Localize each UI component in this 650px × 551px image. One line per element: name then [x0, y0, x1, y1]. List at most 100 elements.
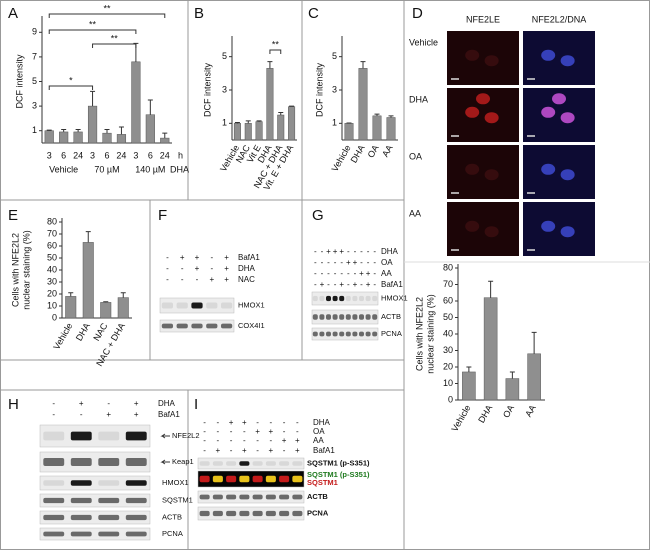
panel-letter: B	[194, 5, 204, 22]
error-bar	[267, 61, 273, 69]
blot-band	[125, 531, 147, 537]
x-tick-label: AA	[380, 143, 395, 158]
x-tick-label: OA	[366, 143, 381, 159]
error-bar	[90, 90, 96, 107]
condition-sign: +	[195, 253, 200, 262]
y-tick-label: 3	[32, 100, 37, 110]
bar	[277, 114, 285, 141]
condition-sign: -	[334, 269, 337, 278]
micrograph	[523, 202, 595, 256]
y-tick-label: 20	[47, 288, 57, 298]
protein-label: PCNA	[162, 529, 183, 538]
blot-band	[332, 331, 338, 337]
blot-band	[372, 331, 378, 337]
nucleus	[465, 163, 480, 175]
blot-band	[358, 314, 365, 320]
y-axis-label: DCF intensity	[202, 62, 212, 117]
condition-sign: -	[52, 410, 55, 419]
blot-band	[98, 458, 120, 466]
condition-sign: +	[224, 264, 229, 273]
sig-bracket	[48, 85, 94, 90]
blot-band	[265, 494, 276, 500]
protein-label: HMOX1	[381, 293, 408, 302]
condition-sign: -	[283, 427, 286, 436]
nucleus	[541, 49, 556, 61]
y-tick-label: 1	[332, 118, 337, 128]
blot-band	[372, 314, 378, 320]
error-bar	[388, 115, 394, 118]
condition-sign: +	[366, 280, 371, 289]
nucleus	[465, 49, 480, 61]
protein-label: COX4I1	[238, 321, 265, 330]
panel-letter: C	[308, 5, 319, 22]
panel-letter: G	[312, 207, 324, 224]
blot-band	[98, 531, 120, 537]
x-tick-label: 24	[116, 150, 126, 160]
protein-label: Keap1	[172, 457, 194, 466]
blot-band	[161, 302, 174, 309]
bar	[358, 68, 368, 141]
blot-band	[239, 461, 250, 466]
blot-band	[252, 461, 263, 466]
blot-band	[191, 302, 203, 309]
bar	[73, 131, 83, 144]
y-tick-label: 5	[32, 76, 37, 86]
column-label: NFE2L2/DNA	[532, 14, 587, 24]
error-bar	[118, 126, 124, 135]
error-bar	[374, 113, 380, 116]
condition-sign: +	[224, 253, 229, 262]
blot-band	[312, 314, 318, 320]
condition-label: DHA	[313, 418, 331, 427]
blot-strip	[39, 510, 151, 525]
group-label: 140 µM	[135, 164, 165, 174]
blot-band	[365, 314, 371, 320]
error-bar	[531, 331, 537, 354]
blot-band	[43, 431, 65, 441]
condition-sign: -	[314, 269, 317, 278]
condition-sign: -	[373, 258, 376, 267]
blot-band	[199, 461, 210, 466]
blot-band	[252, 494, 263, 500]
bar	[145, 114, 155, 144]
condition-sign: +	[180, 253, 185, 262]
condition-sign: -	[373, 247, 376, 256]
nucleus	[465, 106, 480, 118]
nucleus	[541, 220, 556, 232]
condition-sign: +	[353, 280, 358, 289]
x-tick-label: Vehicle	[449, 403, 472, 433]
bar	[266, 68, 274, 141]
x-tick-label: OA	[501, 403, 516, 419]
bar	[386, 117, 396, 141]
condition-label: DHA	[238, 264, 256, 273]
blot-band	[319, 331, 325, 337]
condition-sign: -	[296, 427, 299, 436]
blot-band	[212, 461, 223, 466]
x-tick-label: 3	[133, 150, 138, 160]
error-bar	[245, 120, 251, 124]
blot-band	[98, 497, 120, 504]
condition-label: DHA	[158, 399, 176, 408]
condition-sign: -	[327, 280, 330, 289]
blot-band	[325, 331, 332, 337]
protein-label: NFE2L2	[172, 431, 200, 440]
error-bar	[488, 280, 494, 298]
blot-band	[252, 475, 263, 483]
condition-sign: -	[327, 258, 330, 267]
condition-sign: -	[80, 410, 83, 419]
condition-label: BafA1	[158, 410, 180, 419]
x-unit: h	[178, 150, 183, 160]
blot-band	[212, 510, 223, 517]
condition-sign: -	[321, 269, 324, 278]
condition-label: NAC	[238, 275, 255, 284]
y-tick-label: 3	[332, 84, 337, 94]
blot-band	[161, 323, 174, 329]
blot-band	[43, 514, 65, 521]
row-label: Vehicle	[409, 37, 438, 47]
x-tick-label: 6	[148, 150, 153, 160]
condition-sign: -	[347, 247, 350, 256]
blot-band	[339, 331, 345, 337]
row-label: DHA	[409, 94, 428, 104]
condition-sign: +	[216, 446, 221, 455]
error-bar	[85, 231, 91, 243]
y-tick-label: 1	[222, 118, 227, 128]
